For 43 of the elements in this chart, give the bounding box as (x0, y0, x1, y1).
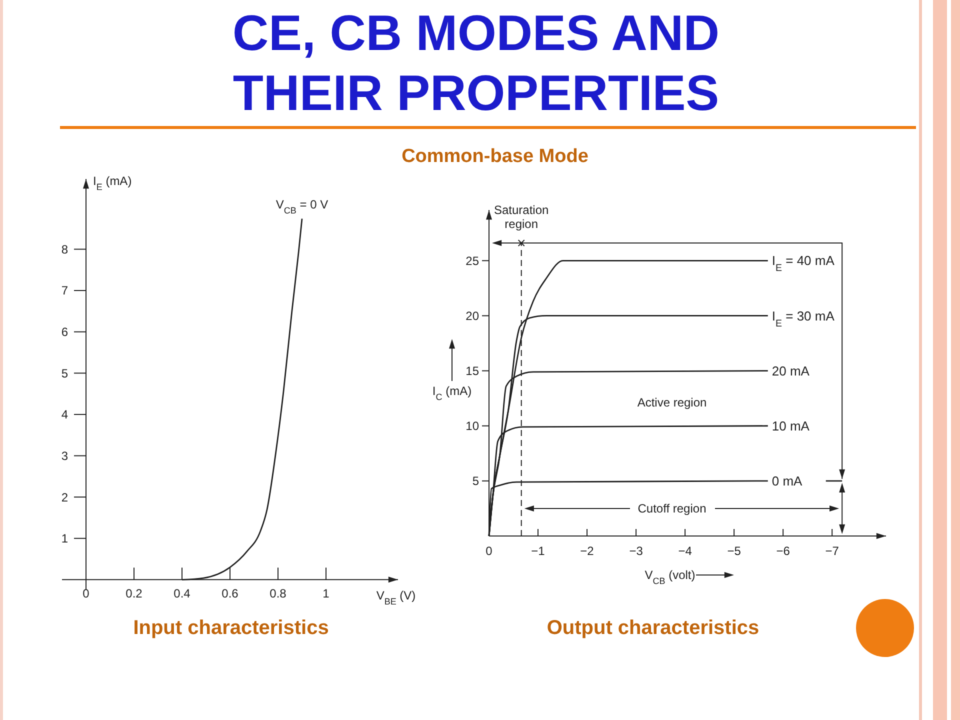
text: Input characteristics (133, 617, 329, 639)
x-tick-label: −1 (531, 544, 546, 558)
y-tick-label: 2 (61, 490, 68, 504)
y-tick-label: 8 (61, 242, 68, 256)
x-tick-label: −6 (776, 544, 790, 558)
text: Common-base Mode (402, 146, 588, 167)
y-axis-title: I$_{E}$ (mA) (93, 174, 132, 192)
y-tick-label: 4 (61, 408, 68, 422)
y-tick-label: 10 (466, 419, 480, 434)
x-tick-label: −7 (825, 544, 840, 558)
x-tick-label: 0 (486, 544, 493, 558)
y-tick-label: 20 (466, 308, 480, 323)
x-tick-label: −3 (629, 544, 644, 558)
y-tick-label: 1 (61, 532, 68, 546)
x-tick-label: 0.6 (222, 586, 239, 601)
series-label: I$_{E}$ = 40 mA (772, 253, 835, 274)
x-tick-label: 0.2 (126, 586, 143, 601)
y-axis-title: I$_{C}$ (mA) (432, 384, 472, 402)
x-tick-label: 0.4 (174, 586, 191, 601)
y-tick-label: 5 (61, 366, 68, 380)
series-label: V$_{CB}$ = 0 V (276, 198, 328, 216)
annotation: Active region (637, 396, 707, 410)
series-label: 10 mA (772, 418, 810, 434)
x-axis-title: V$_{BE}$ (V) (376, 588, 416, 607)
y-tick-label: 3 (61, 448, 68, 463)
ref-line-label: Saturation region (494, 203, 549, 231)
y-tick-label: 6 (61, 325, 68, 340)
chart-title: CE, CB MODES AND THEIR PROPERTIES (232, 5, 720, 121)
y-tick-label: 5 (472, 474, 480, 488)
series-label: 20 mA (772, 363, 810, 378)
x-tick-label: −5 (727, 544, 742, 558)
x-tick-label: 1 (322, 586, 330, 601)
x-tick-label: −4 (678, 544, 692, 558)
x-tick-label: 0.8 (270, 586, 287, 601)
annotation: Cutoff region (638, 502, 706, 516)
y-tick-label: 15 (466, 364, 480, 378)
y-tick-label: 25 (466, 254, 480, 268)
text: Output characteristics (546, 617, 760, 639)
series-label: I$_{E}$ = 30 mA (772, 308, 835, 329)
series-label: 0 mA (772, 473, 803, 488)
x-axis-title: V$_{CB}$ (volt) (644, 568, 696, 586)
x-tick-label: −2 (580, 544, 594, 558)
y-tick-label: 7 (61, 284, 68, 298)
